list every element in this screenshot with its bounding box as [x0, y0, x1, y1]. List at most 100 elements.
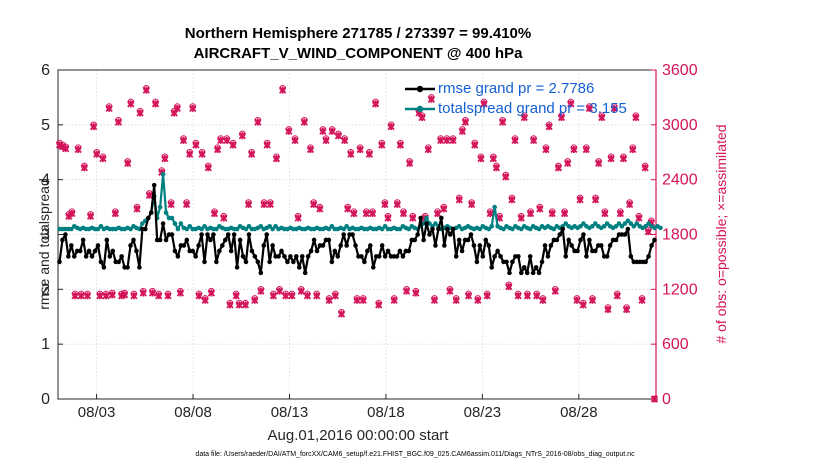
totalspread-point: [563, 221, 569, 226]
assimilated-point: [458, 127, 466, 135]
rmse-point: [285, 259, 290, 265]
rmse-point: [249, 248, 255, 254]
assimilated-point: [601, 209, 609, 218]
assimilated-point: [272, 155, 281, 163]
assimilated-point: [71, 292, 79, 300]
totalspread-point: [643, 223, 648, 229]
assimilated-point: [492, 164, 501, 172]
rmse-point: [190, 248, 195, 254]
assimilated-point: [108, 291, 116, 299]
x-axis-label: Aug.01,2016 00:00:00 start: [267, 427, 449, 444]
assimilated-point: [207, 289, 216, 297]
assimilated-point: [164, 292, 172, 300]
totalspread-point: [184, 226, 190, 232]
assimilated-point: [468, 200, 476, 208]
rmse-point: [308, 248, 314, 254]
assimilated-point: [145, 191, 154, 199]
assimilated-point: [77, 292, 85, 300]
rmse-point: [326, 237, 332, 243]
rmse-point: [365, 248, 370, 254]
y-left-tick-label: 4: [41, 172, 50, 189]
totalspread-point: [160, 171, 166, 177]
assimilated-point: [576, 196, 584, 204]
rmse-point: [101, 265, 107, 270]
totalspread-point: [424, 215, 429, 221]
assimilated-point: [68, 209, 76, 218]
assimilated-point: [294, 214, 302, 222]
totalspread-point: [175, 226, 181, 232]
rmse-point: [302, 270, 308, 276]
rmse-point: [397, 248, 403, 254]
assimilated-point: [238, 132, 246, 140]
assimilated-point: [573, 296, 581, 304]
rmse-point: [628, 254, 634, 259]
totalspread-point: [433, 221, 438, 226]
rmse-point: [465, 237, 471, 243]
assimilated-point: [288, 292, 296, 300]
assimilated-point: [557, 113, 566, 122]
rmse-point: [385, 248, 391, 254]
assimilated-point: [226, 301, 234, 309]
assimilated-point: [201, 296, 209, 304]
assimilated-point: [588, 296, 597, 304]
assimilated-point: [285, 127, 293, 135]
rmse-point: [604, 254, 610, 259]
totalspread-point: [169, 215, 175, 221]
rmse-point: [89, 254, 95, 259]
x-tick-label: 08/13: [271, 404, 309, 421]
assimilated-point: [461, 118, 470, 126]
rmse-point: [447, 232, 453, 237]
rmse-point: [181, 243, 187, 248]
rmse-point: [578, 237, 583, 243]
rmse-point: [406, 248, 412, 254]
totalspread-point: [477, 226, 483, 232]
assimilated-point: [179, 136, 188, 145]
assimilated-point: [124, 159, 132, 167]
y-right-tick-label: 600: [662, 336, 689, 353]
assimilated-point: [319, 127, 327, 135]
legend-marker-totalspread: [405, 105, 435, 113]
assimilated-point: [337, 310, 346, 318]
rmse-point: [341, 232, 346, 237]
totalspread-point: [456, 223, 462, 229]
rmse-point: [516, 254, 521, 259]
assimilated-point: [102, 292, 110, 300]
rmse-point: [231, 232, 237, 237]
rmse-point: [646, 254, 651, 259]
rmse-point: [400, 254, 406, 259]
rmse-point: [433, 243, 438, 248]
assimilated-point: [595, 159, 603, 167]
totalspread-point: [382, 223, 388, 229]
assimilated-point: [254, 118, 262, 126]
assimilated-point: [567, 100, 575, 108]
rmse-point: [424, 221, 429, 226]
rmse-point: [217, 248, 222, 254]
chart-title: Northern Hemisphere 271785 / 273397 = 99…: [184, 25, 532, 42]
totalspread-point: [406, 226, 412, 232]
rmse-point: [305, 254, 311, 259]
assimilated-point: [251, 296, 259, 304]
assimilated-point: [300, 118, 308, 126]
assimilated-point: [210, 209, 219, 218]
assimilated-point: [356, 145, 364, 154]
totalspread-point: [486, 226, 492, 232]
assimilated-point: [598, 113, 606, 122]
rmse-point: [222, 237, 228, 243]
y-right-tick-label: 0: [662, 391, 671, 408]
assimilated-point: [489, 155, 497, 163]
assimilated-point: [477, 155, 485, 163]
assimilated-point: [384, 214, 392, 222]
rmse-point: [442, 243, 447, 248]
totalspread-point: [178, 221, 184, 226]
y-left-tick-label: 0: [41, 391, 50, 408]
rmse-point: [83, 254, 89, 259]
assimilated-point: [498, 118, 507, 126]
rmse-point: [362, 259, 367, 265]
assimilated-point: [474, 296, 482, 304]
assimilated-point: [316, 205, 324, 213]
rmse-point: [128, 243, 133, 248]
assimilated-point: [449, 136, 457, 145]
assimilated-point: [142, 86, 150, 94]
assimilated-point: [365, 150, 374, 158]
assimilated-point: [427, 95, 435, 103]
